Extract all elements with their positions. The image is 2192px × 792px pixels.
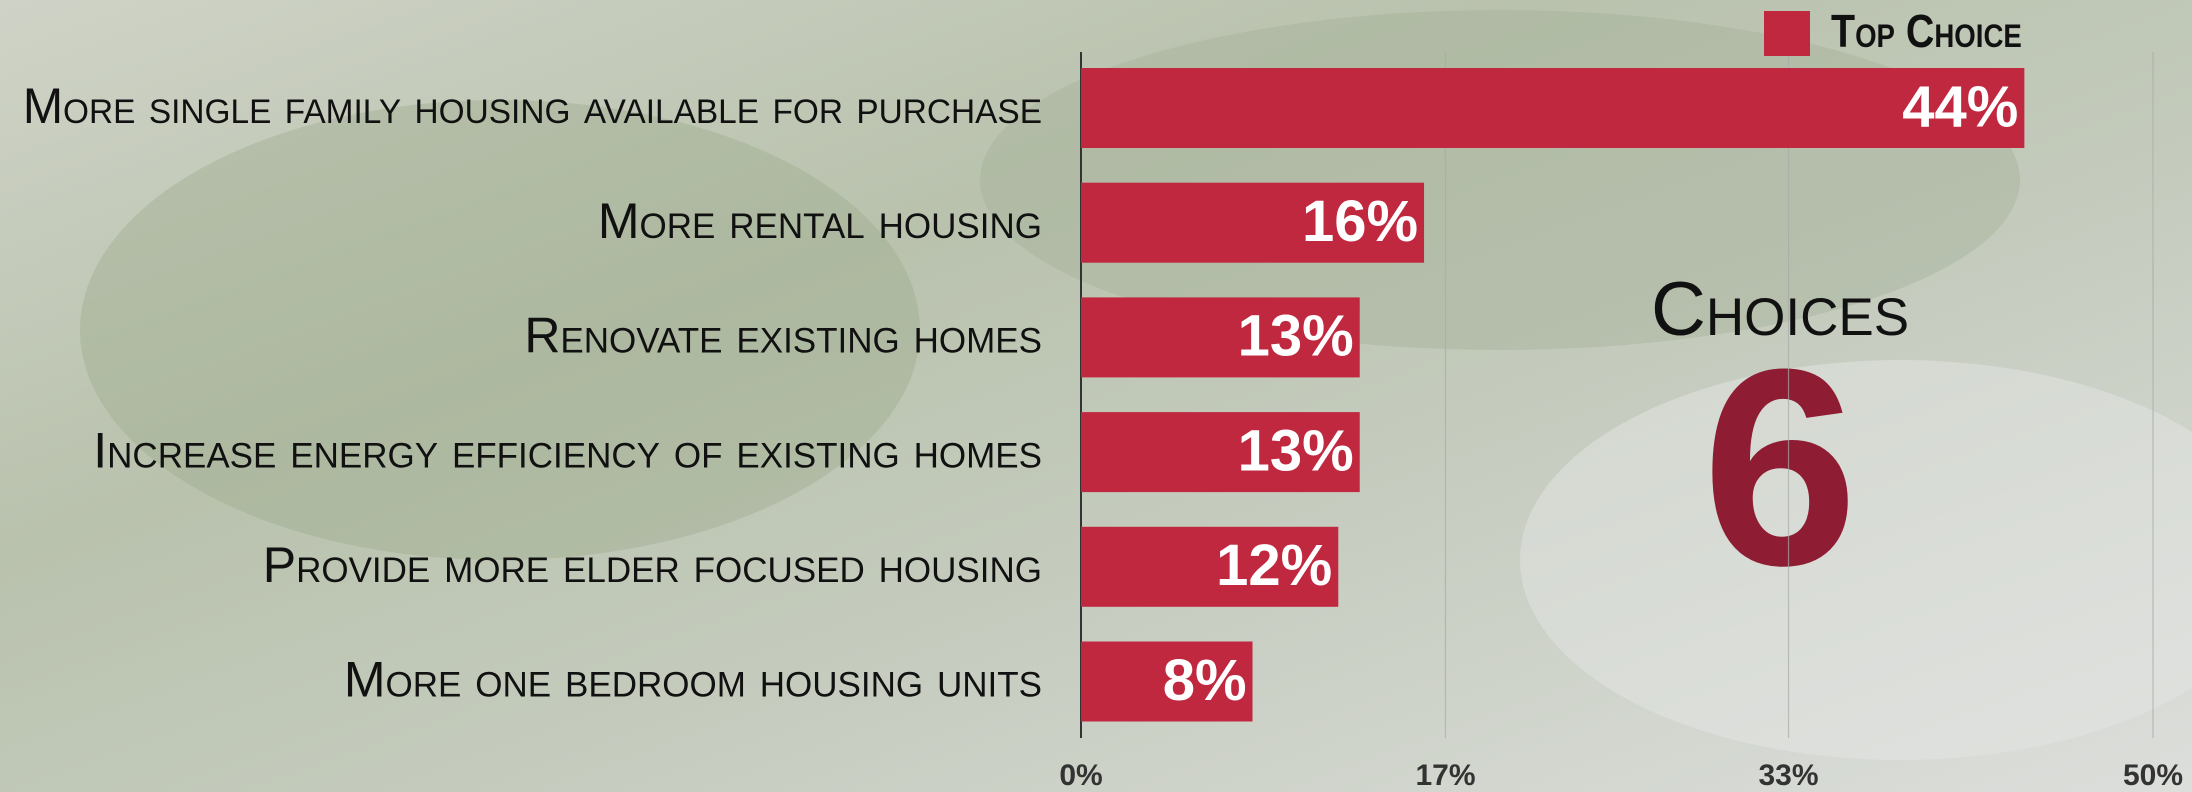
value-label: 8% bbox=[1163, 648, 1247, 713]
y-tick-label: More one bedroom housing units bbox=[344, 652, 1042, 708]
x-tick-label: 33% bbox=[1758, 759, 1818, 792]
bar bbox=[1081, 68, 2024, 148]
legend-label: Top Choice bbox=[1831, 6, 2022, 58]
value-label: 13% bbox=[1238, 304, 1354, 369]
x-tick-label: 17% bbox=[1415, 759, 1475, 792]
y-tick-label: Increase energy efficiency of existing h… bbox=[93, 422, 1042, 478]
annotation-value: 6 bbox=[1702, 312, 1858, 624]
y-tick-label: Provide more elder focused housing bbox=[263, 537, 1042, 593]
y-tick-label: Renovate existing homes bbox=[524, 308, 1042, 364]
x-tick-label: 50% bbox=[2123, 759, 2183, 792]
value-label: 44% bbox=[1902, 74, 2018, 139]
chart: Choices 6 0%17%33%50%More single family … bbox=[0, 0, 2192, 792]
x-tick-label: 0% bbox=[1059, 759, 1102, 792]
value-label: 16% bbox=[1302, 189, 1418, 254]
legend-swatch bbox=[1764, 11, 1810, 56]
value-label: 12% bbox=[1216, 533, 1332, 598]
value-label: 13% bbox=[1238, 418, 1354, 483]
y-tick-label: More rental housing bbox=[598, 193, 1042, 249]
y-tick-label: More single family housing available for… bbox=[23, 79, 1042, 134]
